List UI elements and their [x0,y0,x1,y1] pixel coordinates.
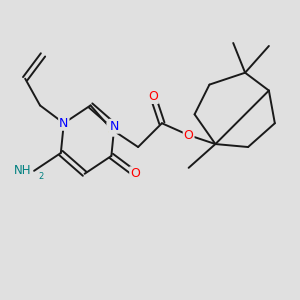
Text: N: N [110,120,119,133]
Text: O: O [148,90,158,103]
Text: O: O [184,129,194,142]
Text: 2: 2 [39,172,44,181]
Text: NH: NH [14,164,31,177]
Text: S: S [107,123,116,136]
Text: O: O [130,167,140,180]
Text: N: N [59,117,68,130]
